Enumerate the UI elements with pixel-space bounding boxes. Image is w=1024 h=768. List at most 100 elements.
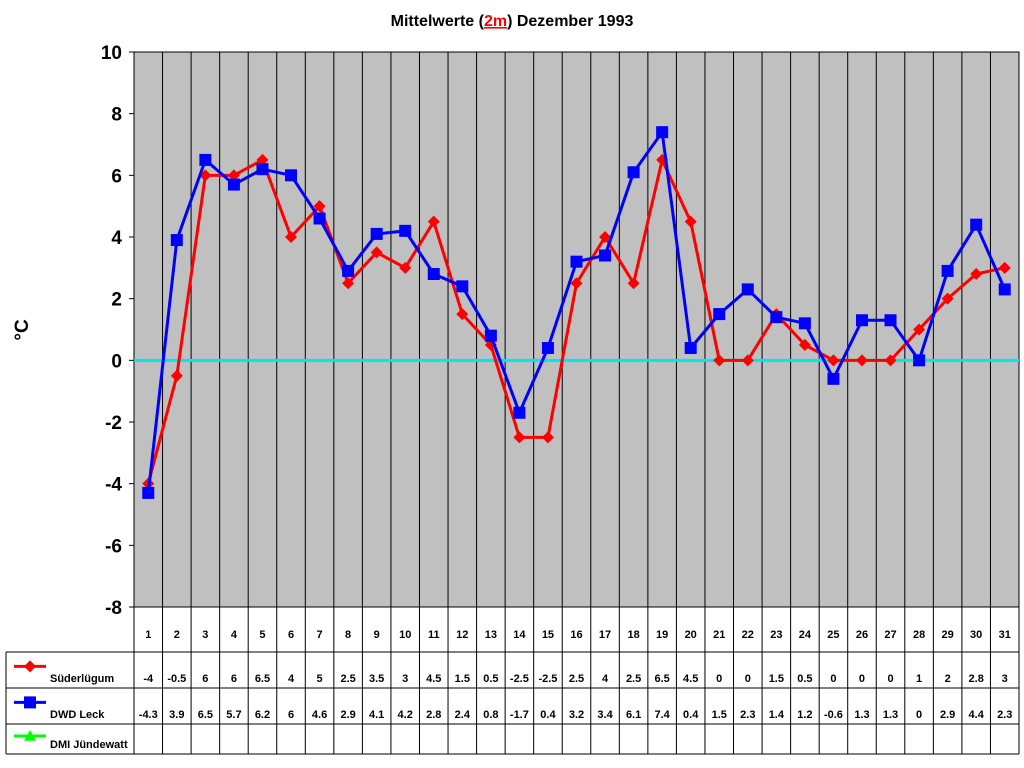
table-value-dwd-leck: 6.5 [198,709,213,721]
data-point-dwd-leck [142,486,155,499]
y-tick-label: -8 [105,598,122,619]
category-label: 12 [456,629,468,641]
table-value-su-derlu-gum: 3 [402,673,408,685]
category-label: 16 [570,629,582,641]
table-value-dwd-leck: 4.2 [398,709,413,721]
category-label: 28 [913,629,925,641]
data-point-su-derlu-gum [370,246,383,259]
table-value-dwd-leck: 2.3 [997,709,1012,721]
data-point-su-derlu-gum [884,354,897,367]
category-label: 14 [513,629,526,641]
table-value-su-derlu-gum: 2.5 [569,673,584,685]
y-tick-label: 8 [111,105,122,126]
plot-area: 10 8 6 4 2 0 -2 -4 -6 -8 [101,43,1020,619]
data-point-su-derlu-gum [741,354,754,367]
category-label: 11 [428,629,440,641]
table-value-su-derlu-gum: -2.5 [538,673,557,685]
y-tick-label: -6 [105,536,122,557]
data-point-su-derlu-gum [456,308,469,321]
category-label: 4 [231,629,238,641]
data-point-dwd-leck [256,163,269,176]
table-value-su-derlu-gum: 5 [317,673,323,685]
data-point-dwd-leck [770,311,783,324]
chart-title: Mittelwerte (2m) Dezember 1993 [391,13,634,30]
table-value-dwd-leck: 1.3 [883,709,898,721]
data-point-su-derlu-gum [513,431,526,444]
legend-label-dwd-leck: DWD Leck [50,709,105,721]
data-point-dwd-leck [313,212,326,225]
category-label: 19 [656,629,668,641]
table-value-su-derlu-gum: 0 [716,673,722,685]
table-value-dwd-leck: 7.4 [654,709,670,721]
table-value-su-derlu-gum: 3.5 [369,673,384,685]
y-tick-label: 6 [111,166,122,187]
table-value-su-derlu-gum: 4.5 [683,673,698,685]
y-tick-label: -2 [105,413,122,434]
data-point-su-derlu-gum [827,354,840,367]
y-tick-label: 0 [111,351,122,372]
table-value-su-derlu-gum: 2 [945,673,951,685]
data-point-su-derlu-gum [227,169,240,182]
category-label: 23 [770,629,782,641]
data-point-dwd-leck [399,224,412,237]
data-point-su-derlu-gum [599,231,612,243]
table-value-dwd-leck: 1.3 [854,709,869,721]
data-point-su-derlu-gum [313,200,326,213]
chart-title-highlight: 2m [484,13,507,30]
chart-title-suffix: ) Dezember 1993 [507,13,633,30]
data-point-su-derlu-gum [342,277,355,290]
table-value-dwd-leck: -4.3 [139,709,158,721]
data-point-dwd-leck [970,218,983,231]
category-label: 5 [259,629,265,641]
table-value-su-derlu-gum: 1 [916,673,922,685]
category-label: 1 [145,629,151,641]
data-point-dwd-leck [513,406,526,419]
data-point-su-derlu-gum [285,231,298,243]
category-label: 9 [374,629,380,641]
data-point-dwd-leck [484,329,497,342]
data-point-dwd-leck [998,283,1011,296]
data-point-dwd-leck [827,372,840,385]
data-point-su-derlu-gum [399,261,412,274]
y-tick-label: 4 [111,228,122,249]
table-value-dwd-leck: 3.9 [169,709,184,721]
category-label: 2 [174,629,180,641]
table-value-dwd-leck: 0.4 [683,709,699,721]
table-value-dwd-leck: 4.1 [369,709,384,721]
data-point-dwd-leck [541,342,554,354]
table-value-su-derlu-gum: 6 [202,673,208,685]
category-label: 30 [970,629,982,641]
data-point-dwd-leck [342,264,355,277]
category-label: 20 [685,629,697,641]
table-value-dwd-leck: -0.6 [824,709,843,721]
y-tick-label: 2 [111,290,122,311]
table-value-su-derlu-gum: 4 [288,673,295,685]
category-label: 3 [202,629,208,641]
category-label: 17 [599,629,611,641]
table-value-dwd-leck: 6.1 [626,709,641,721]
data-point-dwd-leck [855,314,868,327]
table-value-su-derlu-gum: 0 [887,673,893,685]
table-value-dwd-leck: 3.2 [569,709,584,721]
data-point-dwd-leck [713,308,726,321]
data-point-dwd-leck [227,178,240,191]
table-value-dwd-leck: 2.9 [340,709,355,721]
data-point-su-derlu-gum [684,215,697,228]
table-value-dwd-leck: 2.3 [740,709,755,721]
data-table: 1 2 3 4 5 6 7 8 9 10 11 12 13 14 15 16 17 18 19 20 21 22 23 24 2… [5,607,1020,755]
table-value-dwd-leck: 2.9 [940,709,955,721]
table-value-dwd-leck: 1.2 [797,709,812,721]
data-point-su-derlu-gum [256,153,269,166]
data-point-dwd-leck [684,342,697,354]
y-tick-label: 10 [101,43,122,64]
category-label: 21 [713,629,725,641]
table-value-su-derlu-gum: -0.5 [167,673,186,685]
category-label: 10 [399,629,411,641]
data-point-su-derlu-gum [713,354,726,367]
table-value-su-derlu-gum: 4 [602,673,609,685]
table-value-dwd-leck: 5.7 [226,709,241,721]
category-label: 25 [827,629,839,641]
category-label: 18 [627,629,639,641]
table-value-dwd-leck: 0 [916,709,922,721]
data-point-dwd-leck [199,153,212,166]
